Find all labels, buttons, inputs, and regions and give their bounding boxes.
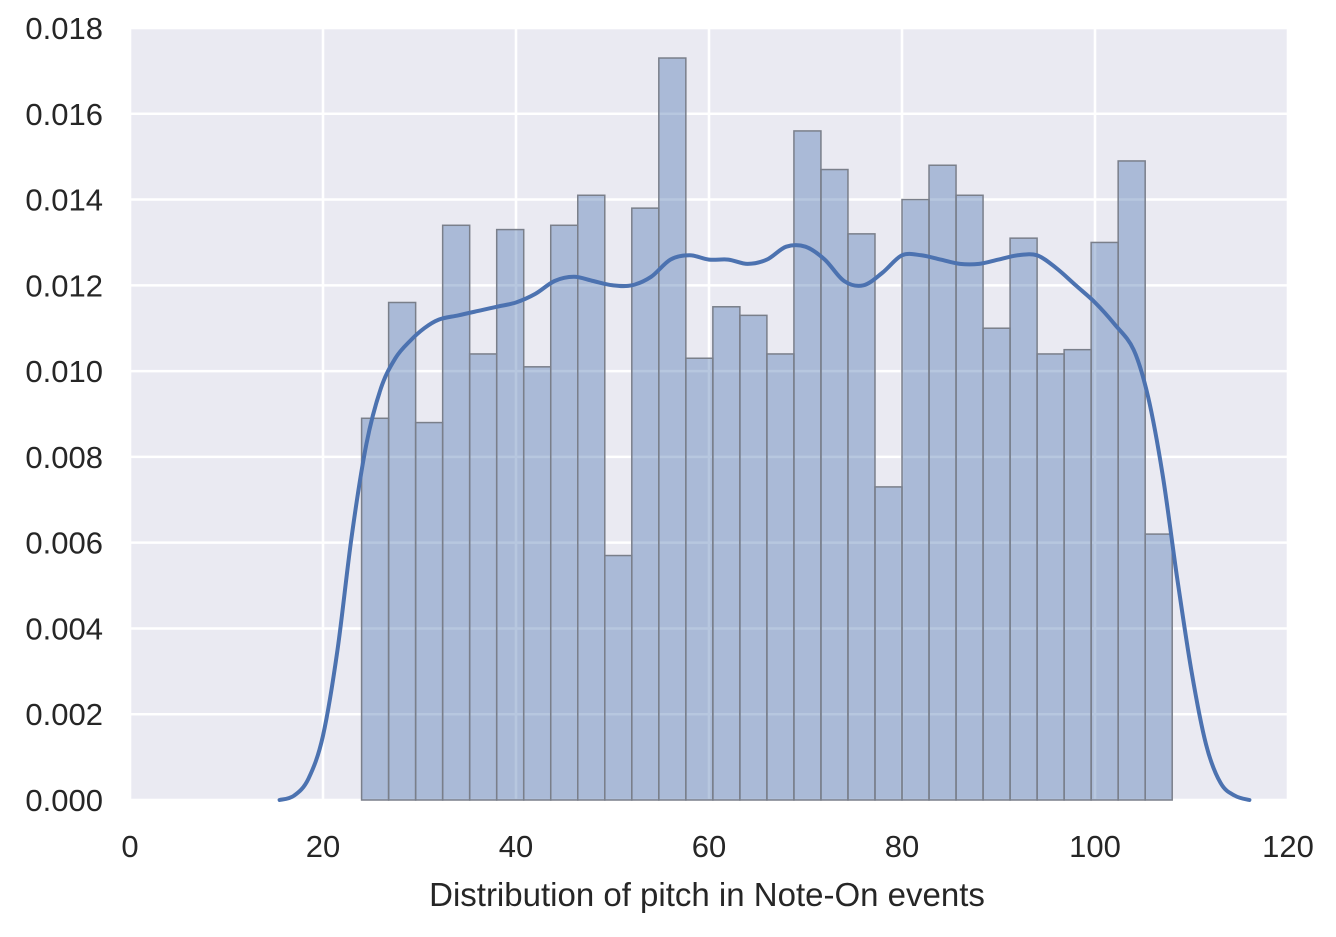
histogram-bar xyxy=(1063,348,1092,801)
x-tick-label: 40 xyxy=(499,829,533,864)
histogram-bar xyxy=(712,306,741,801)
y-tick-label: 0.004 xyxy=(25,611,103,646)
histogram-bar xyxy=(793,130,822,801)
histogram-bar xyxy=(387,301,417,801)
histogram-bar xyxy=(874,486,903,801)
histogram-bar xyxy=(1117,160,1146,801)
y-tick-label: 0.008 xyxy=(25,440,103,475)
y-tick-label: 0.000 xyxy=(25,783,103,818)
histogram-bar xyxy=(1036,353,1065,801)
y-tick-label: 0.002 xyxy=(25,697,103,732)
histogram-bar xyxy=(658,57,687,801)
grid-lines xyxy=(128,26,1290,802)
y-tick-label: 0.012 xyxy=(25,268,103,303)
y-tick-labels: 0.000 0.002 0.004 0.006 0.008 0.010 0.012 0.014… xyxy=(25,11,103,818)
histogram-bar xyxy=(549,224,579,801)
x-axis-label: Distribution of pitch in Note-On events xyxy=(429,876,985,913)
histogram-bar xyxy=(766,353,795,801)
histogram-bar xyxy=(739,314,768,801)
histogram-bar xyxy=(955,194,984,801)
x-tick-label: 0 xyxy=(121,829,138,864)
histogram-bar xyxy=(414,421,444,801)
histogram-bar xyxy=(685,357,714,801)
x-tick-label: 120 xyxy=(1262,829,1314,864)
y-tick-label: 0.010 xyxy=(25,354,103,389)
kde-curve xyxy=(277,243,1252,802)
histogram-bar xyxy=(604,554,633,801)
y-tick-label: 0.018 xyxy=(25,11,103,46)
histogram-bar xyxy=(631,207,660,801)
histogram-bar xyxy=(522,366,552,801)
histogram-bar xyxy=(360,417,390,801)
histogram-bar xyxy=(928,164,957,801)
y-tick-label: 0.006 xyxy=(25,526,103,561)
histogram-bar xyxy=(495,228,525,801)
histogram-bar xyxy=(820,168,849,801)
histogram-bar xyxy=(577,194,606,801)
x-tick-label: 100 xyxy=(1069,829,1121,864)
x-tick-label: 80 xyxy=(885,829,919,864)
histogram-bar xyxy=(1009,237,1038,801)
histogram-bar xyxy=(1144,533,1173,801)
histogram-bar xyxy=(468,353,498,801)
histogram-bar xyxy=(441,224,471,801)
histogram-bars xyxy=(360,57,1173,801)
x-tick-label: 20 xyxy=(306,829,340,864)
y-tick-label: 0.016 xyxy=(25,97,103,132)
y-tick-label: 0.014 xyxy=(25,183,103,218)
x-tick-labels: 0 20 40 60 80 100 120 xyxy=(121,829,1313,864)
x-tick-label: 60 xyxy=(692,829,726,864)
histogram-bar xyxy=(982,327,1011,801)
histogram-bar xyxy=(901,198,930,801)
histogram-bar xyxy=(847,233,876,801)
